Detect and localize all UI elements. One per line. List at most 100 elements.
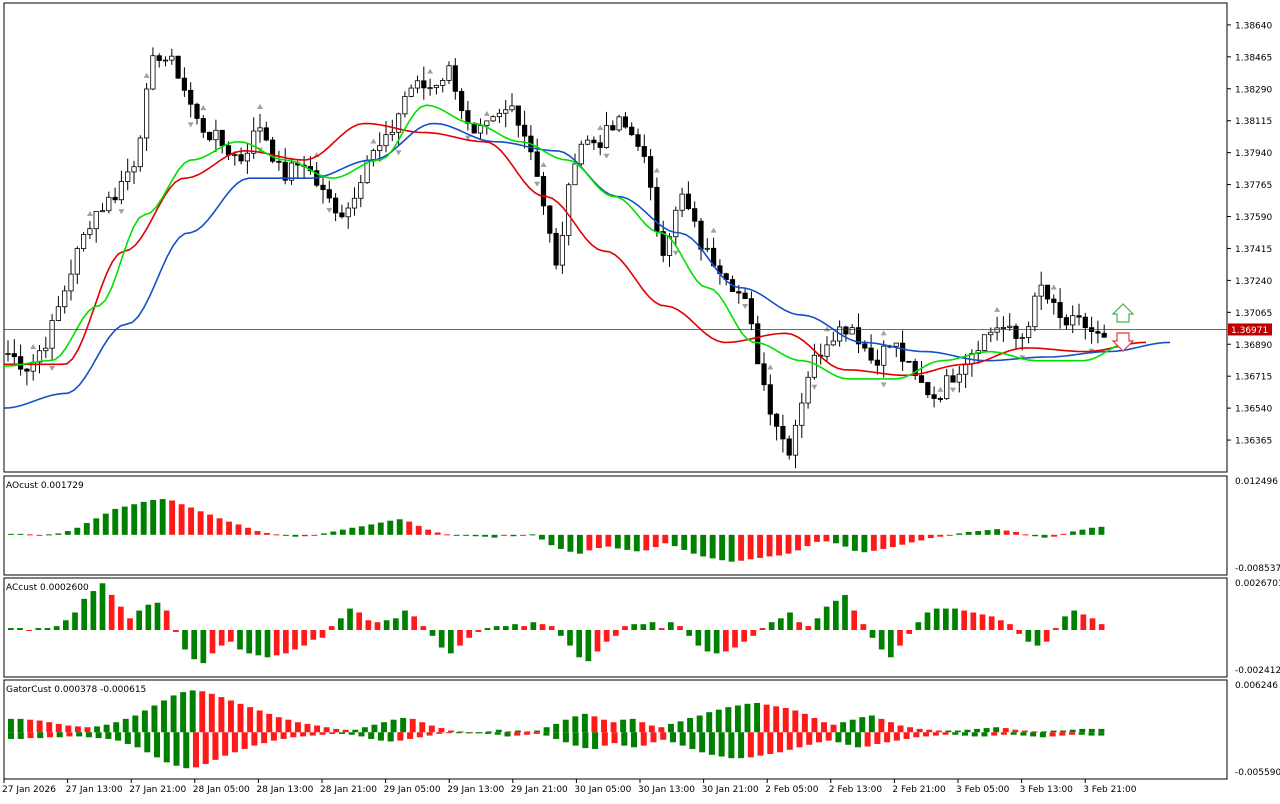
gator-histogram-bar [27,732,34,739]
fractal-down-marker [464,135,471,141]
ac-histogram-bar [640,624,647,631]
ac-histogram-bar [374,622,381,631]
candle-body [62,290,68,308]
ao-histogram-bar [1041,534,1048,538]
fractal-up-marker [767,364,774,370]
candle-body [629,126,635,136]
time-tick-label: 29 Jan 05:00 [384,785,441,795]
time-tick-label: 2 Feb 05:00 [765,785,819,795]
fractal-up-marker [143,72,150,78]
gator-histogram-bar [660,732,667,740]
candle-body [326,189,332,199]
candle-body [81,234,87,249]
fractal-up-marker [880,330,887,336]
time-tick-label: 3 Feb 05:00 [956,785,1010,795]
ac-histogram-bar [713,630,720,654]
gator-histogram-bar [849,719,856,733]
gator-histogram-bar [241,732,248,749]
candle-body [496,112,503,118]
candle-body [11,353,17,358]
gator-histogram-bar [835,732,842,743]
time-tick-label: 3 Feb 21:00 [1083,785,1137,795]
up-arrow-icon [1111,303,1135,323]
ao-histogram-bar [368,524,375,535]
ac-histogram-bar [594,630,601,652]
gator-histogram-bar [854,732,861,748]
candle-body [786,438,792,456]
ao-histogram-bar [1013,531,1020,535]
gator-histogram-bar [46,732,53,738]
candle-body [49,320,55,349]
ao-max-label: 0.012496 [1235,477,1278,487]
ao-histogram-bar [814,534,820,542]
fractal-down-marker [603,153,610,159]
gator-histogram-bar [377,732,384,741]
gator-histogram-bar [821,722,827,733]
ao-histogram-bar [169,500,176,535]
ac-min-label: -0.0024127 [1235,666,1280,676]
price-tick-label: 1.37940 [1235,149,1272,159]
ac-histogram-bar [988,616,995,631]
gator-histogram-bar [261,732,268,744]
gator-histogram-bar [830,724,837,733]
candle-body [622,116,629,128]
current-price-label: 1.36971 [1231,326,1268,336]
ac-histogram-bar [301,630,308,646]
ac-histogram-bar [1071,610,1078,631]
ao-histogram-bar [823,534,830,542]
gator-histogram-bar [387,732,394,742]
fractal-up-marker [483,110,490,116]
candle-body [351,197,358,209]
gator-histogram-bar [285,719,292,733]
gator-histogram-bar [601,719,607,733]
gator-histogram-bar [1069,732,1076,735]
gator-histogram-bar [189,690,196,733]
gator-histogram-bar [782,707,789,733]
ao-histogram-bar [434,532,441,535]
gator-panel[interactable] [8,690,1105,769]
ac-panel[interactable] [8,583,1105,664]
gator-histogram-bar [329,732,336,734]
gator-histogram-bar [247,707,254,733]
candle-body [1063,317,1069,326]
ao-histogram-bar [245,527,251,535]
ao-histogram-bar [283,534,289,536]
gator-histogram-bar [913,732,920,738]
alligator-lips-line [3,104,1131,380]
ao-histogram-bar [74,527,81,535]
ao-histogram-bar [112,508,119,535]
ac-histogram-bar [173,630,179,632]
candle-body [402,96,408,115]
ac-histogram-bar [567,630,573,646]
candle-body [698,220,704,250]
candle-body [408,87,414,97]
gator-histogram-bar [1002,728,1009,733]
gator-histogram-bar [400,718,407,733]
gator-histogram-bar [94,726,101,733]
candle-body [912,361,918,376]
time-tick-label: 28 Jan 05:00 [193,785,250,795]
candle-body [269,139,276,162]
ac-histogram-bar [778,618,784,631]
candle-body [616,116,622,131]
candle-body [944,375,950,400]
ac-histogram-bar [90,591,97,631]
gator-histogram-bar [601,732,608,746]
ao-panel[interactable] [8,499,1105,562]
ac-histogram-bar [915,622,922,631]
candle-body [143,88,150,139]
ac-histogram-bar [741,630,748,642]
ac-histogram-bar [961,610,968,631]
price-panel[interactable]: 1.36971 [3,47,1272,469]
price-tick-label: 1.37415 [1235,245,1272,255]
candle-body [893,342,899,347]
ac-histogram-bar [1053,628,1059,631]
candle-body [1038,284,1044,297]
gator-histogram-bar [170,695,177,733]
candle-body [87,228,93,235]
ao-histogram-bar [766,534,773,557]
gator-histogram-bar [105,732,112,739]
gator-histogram-bar [352,729,359,733]
